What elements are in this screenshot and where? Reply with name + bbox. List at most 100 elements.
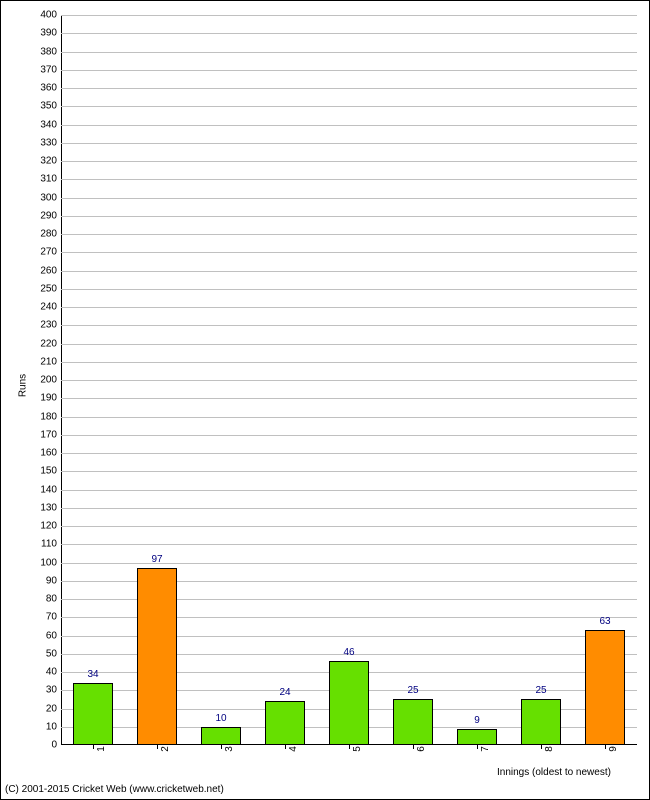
x-tick-label: 6 bbox=[408, 746, 427, 752]
y-tick-label: 20 bbox=[46, 703, 61, 714]
gridline bbox=[61, 15, 637, 16]
gridline bbox=[61, 362, 637, 363]
bar bbox=[521, 699, 561, 745]
y-tick-label: 130 bbox=[40, 502, 61, 513]
y-tick-label: 100 bbox=[40, 557, 61, 568]
y-tick-label: 210 bbox=[40, 356, 61, 367]
x-tick-label: 2 bbox=[152, 746, 171, 752]
y-axis-label: Runs bbox=[18, 374, 29, 397]
gridline bbox=[61, 252, 637, 253]
bar bbox=[201, 727, 241, 745]
y-tick-label: 380 bbox=[40, 46, 61, 57]
gridline bbox=[61, 490, 637, 491]
y-tick-label: 330 bbox=[40, 137, 61, 148]
gridline bbox=[61, 417, 637, 418]
y-tick-label: 90 bbox=[46, 575, 61, 586]
gridline bbox=[61, 52, 637, 53]
gridline bbox=[61, 289, 637, 290]
gridline bbox=[61, 234, 637, 235]
gridline bbox=[61, 125, 637, 126]
y-tick-label: 170 bbox=[40, 429, 61, 440]
gridline bbox=[61, 33, 637, 34]
y-tick-label: 350 bbox=[40, 101, 61, 112]
gridline bbox=[61, 380, 637, 381]
gridline bbox=[61, 526, 637, 527]
y-tick-label: 10 bbox=[46, 721, 61, 732]
bar bbox=[329, 661, 369, 745]
x-tick-label: 3 bbox=[216, 746, 235, 752]
y-tick-label: 190 bbox=[40, 393, 61, 404]
y-tick-label: 230 bbox=[40, 320, 61, 331]
y-tick-label: 30 bbox=[46, 685, 61, 696]
bar-value-label: 34 bbox=[87, 669, 98, 680]
y-tick-label: 270 bbox=[40, 247, 61, 258]
gridline bbox=[61, 271, 637, 272]
bar bbox=[73, 683, 113, 745]
y-tick-label: 110 bbox=[41, 539, 61, 550]
gridline bbox=[61, 216, 637, 217]
bar bbox=[137, 568, 177, 745]
bar-value-label: 9 bbox=[474, 715, 480, 726]
y-tick-label: 140 bbox=[40, 484, 61, 495]
copyright-text: (C) 2001-2015 Cricket Web (www.cricketwe… bbox=[5, 784, 224, 795]
bar bbox=[585, 630, 625, 745]
gridline bbox=[61, 88, 637, 89]
gridline bbox=[61, 508, 637, 509]
y-tick-label: 260 bbox=[40, 265, 61, 276]
y-tick-label: 360 bbox=[40, 83, 61, 94]
y-tick-label: 60 bbox=[46, 630, 61, 641]
gridline bbox=[61, 544, 637, 545]
y-tick-label: 370 bbox=[40, 64, 61, 75]
gridline bbox=[61, 143, 637, 144]
x-tick-label: 5 bbox=[344, 746, 363, 752]
y-tick-label: 400 bbox=[40, 10, 61, 21]
y-tick-label: 50 bbox=[46, 648, 61, 659]
y-tick-label: 150 bbox=[40, 466, 61, 477]
y-tick-label: 220 bbox=[40, 338, 61, 349]
y-tick-label: 0 bbox=[51, 740, 61, 751]
y-tick-label: 160 bbox=[40, 448, 61, 459]
chart-frame: 0102030405060708090100110120130140150160… bbox=[0, 0, 650, 800]
y-tick-label: 280 bbox=[40, 229, 61, 240]
bar-value-label: 10 bbox=[215, 713, 226, 724]
gridline bbox=[61, 325, 637, 326]
y-tick-label: 290 bbox=[40, 210, 61, 221]
y-tick-label: 320 bbox=[40, 156, 61, 167]
gridline bbox=[61, 398, 637, 399]
y-tick-label: 310 bbox=[40, 174, 61, 185]
y-tick-label: 240 bbox=[40, 302, 61, 313]
y-tick-label: 70 bbox=[46, 612, 61, 623]
y-tick-label: 300 bbox=[40, 192, 61, 203]
x-tick-label: 4 bbox=[280, 746, 299, 752]
gridline bbox=[61, 563, 637, 564]
bar bbox=[457, 729, 497, 745]
bar-value-label: 25 bbox=[407, 685, 418, 696]
gridline bbox=[61, 344, 637, 345]
x-tick-label: 1 bbox=[88, 746, 107, 752]
x-tick-label: 9 bbox=[600, 746, 619, 752]
y-tick-label: 250 bbox=[40, 283, 61, 294]
y-tick-label: 80 bbox=[46, 594, 61, 605]
gridline bbox=[61, 179, 637, 180]
gridline bbox=[61, 471, 637, 472]
y-tick-label: 200 bbox=[40, 375, 61, 386]
gridline bbox=[61, 453, 637, 454]
bar bbox=[265, 701, 305, 745]
x-axis-label: Innings (oldest to newest) bbox=[497, 767, 611, 778]
y-tick-label: 340 bbox=[40, 119, 61, 130]
bar-value-label: 46 bbox=[343, 647, 354, 658]
gridline bbox=[61, 307, 637, 308]
gridline bbox=[61, 435, 637, 436]
x-tick-label: 7 bbox=[472, 746, 491, 752]
bar-value-label: 25 bbox=[535, 685, 546, 696]
gridline bbox=[61, 70, 637, 71]
y-tick-label: 120 bbox=[40, 521, 61, 532]
bar bbox=[393, 699, 433, 745]
x-tick-label: 8 bbox=[536, 746, 555, 752]
bar-value-label: 63 bbox=[599, 616, 610, 627]
y-tick-label: 40 bbox=[46, 667, 61, 678]
y-tick-label: 390 bbox=[40, 28, 61, 39]
y-tick-label: 180 bbox=[40, 411, 61, 422]
gridline bbox=[61, 198, 637, 199]
gridline bbox=[61, 161, 637, 162]
